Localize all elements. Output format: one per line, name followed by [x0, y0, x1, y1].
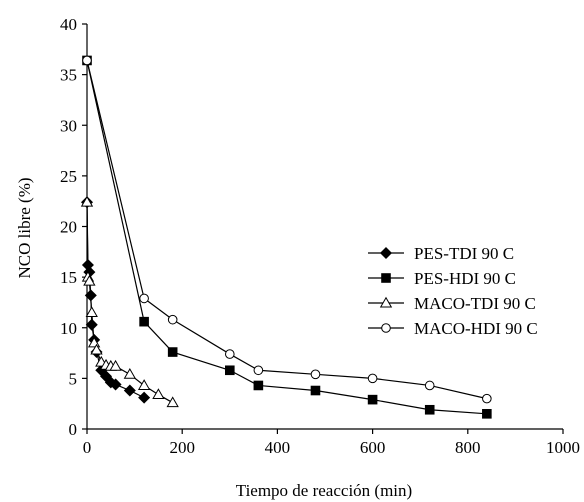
data-point: [166, 396, 179, 408]
data-point: [123, 384, 136, 397]
series-line: [86, 60, 487, 415]
data-point: [225, 365, 235, 376]
series-3: [80, 195, 179, 408]
y-tick-label: 30: [60, 116, 77, 135]
legend-label: MACO-TDI 90 C: [414, 294, 536, 313]
x-axis: 0 200 400 600 800 1000: [83, 428, 580, 457]
legend-marker: [379, 296, 393, 308]
series-line: [86, 60, 487, 400]
legend-label: MACO-HDI 90 C: [414, 319, 538, 338]
data-point: [139, 316, 149, 327]
y-tick-label: 10: [60, 319, 77, 338]
data-point: [80, 195, 94, 207]
data-point: [310, 385, 321, 396]
y-tick-label: 0: [69, 420, 78, 439]
data-point: [85, 306, 98, 318]
x-tick-label: 400: [265, 438, 291, 457]
legend-item-4: MACO-HDI 90 C: [368, 319, 538, 338]
y-tick-label: 40: [60, 15, 77, 34]
y-axis-title: NCO libre (%): [15, 177, 34, 278]
data-point: [109, 359, 122, 371]
data-point: [109, 378, 122, 391]
data-point: [253, 365, 264, 376]
x-axis-title: Tiempo de reacción (min): [236, 481, 412, 500]
data-point: [310, 369, 321, 380]
y-tick-label: 20: [60, 218, 77, 237]
data-point: [167, 314, 178, 325]
legend-item-3: MACO-TDI 90 C: [368, 294, 536, 313]
data-point: [152, 388, 165, 400]
data-point: [90, 343, 103, 355]
y-tick-label: 35: [60, 66, 77, 85]
series-layer: [80, 55, 492, 419]
data-point: [367, 373, 378, 384]
x-tick-label: 800: [455, 438, 481, 457]
y-tick-label: 5: [69, 369, 78, 388]
data-point: [83, 274, 96, 286]
legend-marker: [381, 323, 391, 333]
x-tick-label: 200: [169, 438, 195, 457]
data-point: [482, 393, 492, 404]
legend-marker: [379, 246, 393, 260]
data-point: [82, 55, 92, 66]
data-point: [85, 318, 98, 331]
x-tick-label: 1000: [546, 438, 580, 457]
data-point: [137, 379, 151, 390]
x-tick-label: 0: [83, 438, 92, 457]
legend-label: PES-HDI 90 C: [414, 269, 516, 288]
data-point: [424, 380, 435, 391]
data-point: [138, 391, 151, 404]
y-axis: 0 5 10 15 20 25 30 35 40: [60, 15, 88, 439]
data-point: [367, 394, 378, 405]
data-point: [424, 404, 435, 415]
data-point: [225, 349, 235, 359]
y-tick-label: 15: [60, 268, 77, 287]
data-point: [167, 347, 178, 357]
legend-label: PES-TDI 90 C: [414, 244, 514, 263]
data-point: [253, 380, 264, 391]
legend-item-1: PES-TDI 90 C: [368, 244, 514, 263]
series-4: [82, 55, 492, 404]
data-point: [123, 368, 137, 379]
y-tick-label: 25: [60, 167, 77, 186]
legend: PES-TDI 90 C PES-HDI 90 C MACO-TDI 90 C MAC…: [368, 244, 538, 338]
data-point: [482, 409, 492, 419]
x-tick-label: 600: [360, 438, 386, 457]
series-2: [82, 55, 492, 419]
data-point: [139, 293, 149, 304]
legend-marker: [381, 273, 391, 283]
legend-item-2: PES-HDI 90 C: [368, 269, 516, 288]
